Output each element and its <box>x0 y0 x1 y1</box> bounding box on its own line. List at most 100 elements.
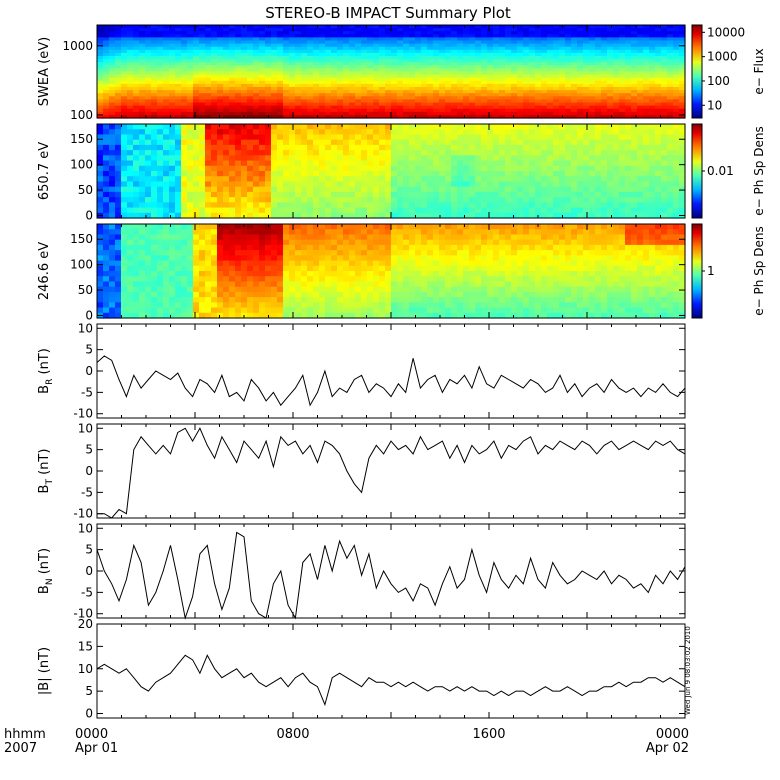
heatmap-cell <box>295 191 302 198</box>
heatmap-cell <box>193 176 200 183</box>
heatmap-cell <box>295 171 302 177</box>
heatmap-cell <box>217 129 224 136</box>
heatmap-cell <box>547 139 554 146</box>
heatmap-cell <box>661 80 668 85</box>
heatmap-cell <box>121 105 128 110</box>
heatmap-cell <box>451 144 458 151</box>
heatmap-cell <box>643 139 650 146</box>
heatmap-cell <box>661 59 668 63</box>
heatmap-cell <box>301 62 308 66</box>
heatmap-cell <box>175 165 182 172</box>
heatmap-cell <box>589 165 596 172</box>
heatmap-cell <box>583 212 590 219</box>
heatmap-cell <box>415 144 422 151</box>
heatmap-cell <box>289 43 296 48</box>
heatmap-cell <box>643 49 650 54</box>
heatmap-cell <box>163 111 170 116</box>
heatmap-cell <box>559 176 566 183</box>
heatmap-cell <box>391 34 398 38</box>
heatmap-cell <box>175 176 182 183</box>
heatmap-cell <box>97 134 104 141</box>
heatmap-cell <box>151 191 158 198</box>
heatmap-cell <box>487 111 494 116</box>
heatmap-cell <box>391 99 398 104</box>
heatmap-cell <box>679 129 686 136</box>
heatmap-cell <box>187 77 194 82</box>
heatmap-cell <box>571 176 578 183</box>
heatmap-cell <box>253 25 260 29</box>
heatmap-cell <box>433 150 440 156</box>
heatmap-cell <box>397 129 404 136</box>
heatmap-cell <box>97 93 104 97</box>
heatmap-cell <box>277 80 284 85</box>
heatmap-cell <box>181 155 188 162</box>
heatmap-cell <box>337 108 344 113</box>
heatmap-cell <box>193 87 200 91</box>
heatmap-cell <box>145 150 152 156</box>
heatmap-cell <box>319 28 326 32</box>
heatmap-cell <box>379 83 386 88</box>
heatmap-cell <box>241 105 248 110</box>
heatmap-cell <box>541 71 548 76</box>
heatmap-cell <box>271 83 278 88</box>
heatmap-cell <box>163 31 170 35</box>
heatmap-cell <box>673 176 680 183</box>
heatmap-cell <box>385 102 392 107</box>
heatmap-cell <box>511 155 518 162</box>
heatmap-cell <box>151 43 158 48</box>
heatmap-cell <box>133 302 140 309</box>
heatmap-cell <box>451 105 458 110</box>
heatmap-cell <box>133 176 140 183</box>
heatmap-cell <box>97 68 104 73</box>
heatmap-cell <box>307 171 314 177</box>
heatmap-cell <box>493 59 500 63</box>
heatmap-cell <box>115 155 122 162</box>
heatmap-cell <box>583 181 590 188</box>
heatmap-cell <box>493 102 500 107</box>
heatmap-cell <box>133 77 140 82</box>
heatmap-cell <box>247 96 254 100</box>
heatmap-cell <box>457 134 464 141</box>
heatmap-cell <box>427 134 434 141</box>
heatmap-cell <box>115 186 122 193</box>
heatmap-cell <box>499 83 506 88</box>
heatmap-cell <box>475 165 482 172</box>
heatmap-cell <box>235 144 242 151</box>
heatmap-cell <box>445 186 452 193</box>
heatmap-cell <box>253 46 260 51</box>
heatmap-cell <box>535 28 542 32</box>
heatmap-cell <box>379 191 386 198</box>
heatmap-cell <box>463 28 470 32</box>
heatmap-cell <box>559 28 566 32</box>
heatmap-cell <box>421 111 428 116</box>
heatmap-cell <box>523 52 530 57</box>
heatmap-cell <box>655 90 662 94</box>
heatmap-cell <box>205 40 212 45</box>
heatmap-cell <box>529 176 536 183</box>
heatmap-cell <box>277 28 284 32</box>
heatmap-cell <box>301 68 308 73</box>
heatmap-cell <box>103 291 110 298</box>
heatmap-cell <box>145 49 152 54</box>
heatmap-cell <box>379 52 386 57</box>
heatmap-cell <box>325 207 332 214</box>
heatmap-cell <box>163 124 170 130</box>
heatmap-cell <box>535 31 542 35</box>
heatmap-cell <box>325 80 332 85</box>
heatmap-cell <box>415 74 422 79</box>
heatmap-cell <box>631 40 638 45</box>
heatmap-cell <box>457 83 464 88</box>
heatmap-cell <box>445 25 452 29</box>
heatmap-cell <box>409 83 416 88</box>
heatmap-cell <box>139 96 146 100</box>
heatmap-cell <box>631 46 638 51</box>
heatmap-cell <box>379 96 386 100</box>
heatmap-cell <box>247 111 254 116</box>
heatmap-cell <box>97 77 104 82</box>
heatmap-cell <box>529 25 536 29</box>
heatmap-cell <box>415 49 422 54</box>
heatmap-cell <box>139 90 146 94</box>
heatmap-cell <box>445 191 452 198</box>
heatmap-cell <box>349 108 356 113</box>
heatmap-cell <box>475 40 482 45</box>
